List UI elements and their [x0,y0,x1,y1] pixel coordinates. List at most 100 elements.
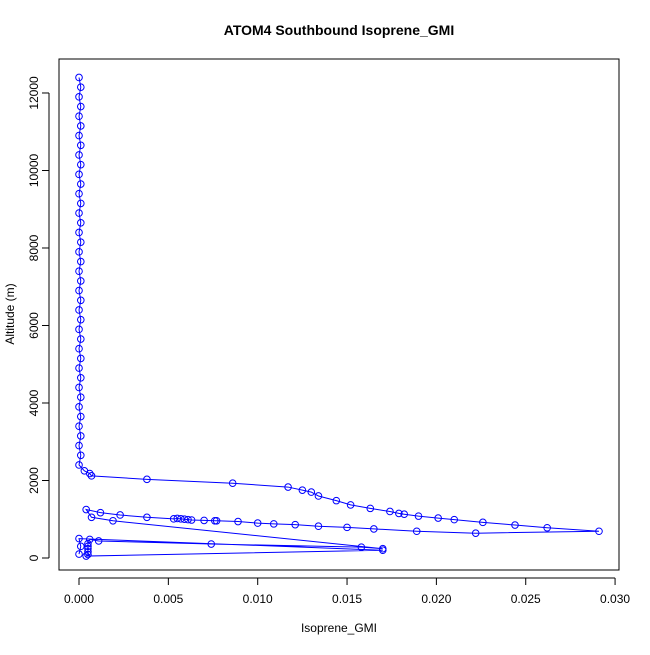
data-point [450,515,459,524]
y-tick-label: 4000 [27,389,41,416]
data-point [76,277,85,285]
x-tick-label: 0.010 [243,592,273,606]
data-point [84,544,92,553]
data-point [143,475,151,484]
data-point [75,325,83,334]
data-point [75,364,83,372]
data-point [76,542,85,551]
y-axis-label: Altitude (m) [3,283,17,344]
data-point [76,296,85,305]
x-axis-label: Isoprene_GMI [301,621,377,635]
chart-title: ATOM4 Southbound Isoprene_GMI [224,22,454,38]
data-point [87,472,96,480]
y-tick-label: 2000 [27,467,41,494]
data-point [75,131,83,140]
data-point [75,248,83,256]
x-tick-label: 0.015 [332,592,362,606]
data-point [87,513,96,522]
y-tick-label: 8000 [27,234,41,261]
data-point [234,517,242,526]
data-point [82,552,90,560]
data-point [76,412,85,421]
data-point [75,267,83,276]
x-tick-label: 0.030 [600,592,630,606]
data-point [207,540,216,548]
data-point [75,189,83,198]
data-point [346,501,355,509]
data-point [434,514,442,522]
data-point [595,527,603,536]
data-point [75,151,83,159]
data-point [187,516,196,524]
data-point [284,483,292,491]
data-point [366,504,375,513]
data-point [314,492,323,500]
data-point [253,519,262,527]
y-tick-label: 0 [27,554,41,561]
data-point [269,520,278,528]
plot-box [58,58,620,571]
data-point [200,516,208,525]
data-point [75,550,83,558]
data-point [76,238,85,246]
data-point [180,515,189,524]
data-point [177,515,185,523]
data-point [75,461,83,469]
data-point [76,199,85,208]
data-point [84,547,92,556]
data-point [76,180,85,188]
y-tick-label: 6000 [27,312,41,339]
data-point [75,93,83,101]
data-point [543,523,551,532]
data-point [143,513,151,522]
x-tick-label: 0.020 [421,592,451,606]
data-point [76,432,85,440]
data-point [85,535,94,544]
data-point [169,515,178,523]
data-point [412,527,421,536]
data-point [84,550,92,559]
x-tick-label: 0.000 [64,592,94,606]
data-point [75,383,83,392]
data-point [84,539,92,548]
data-point [76,335,85,343]
data-point [116,511,124,519]
data-point [94,537,103,545]
data-point [76,218,85,227]
data-point [211,516,219,525]
data-point [414,512,423,520]
data-point [75,112,83,121]
data-point [76,83,85,91]
data-point [75,422,83,431]
y-tick-label: 12000 [27,76,41,110]
data-point [76,122,85,130]
data-point [76,373,85,382]
data-point [75,170,83,179]
data-point [75,534,83,543]
data-point [75,306,83,314]
data-point [400,510,409,518]
data-point [228,479,237,487]
data-point [357,543,366,551]
data-point [471,529,480,537]
data-point [109,516,117,525]
data-point [75,403,83,411]
data-point [75,73,83,82]
data-point [76,315,85,324]
data-line [78,77,600,557]
data-point [395,509,403,518]
data-point [82,505,90,514]
data-point [76,354,85,363]
y-tick-label: 10000 [27,153,41,187]
data-point [343,523,351,532]
data-point [386,507,394,516]
data-point [314,522,323,531]
data-point [76,160,85,169]
data-point [298,486,307,494]
data-point [75,209,83,217]
data-point [291,520,300,529]
data-point [75,228,83,237]
data-point [378,546,387,555]
data-point [75,286,83,295]
